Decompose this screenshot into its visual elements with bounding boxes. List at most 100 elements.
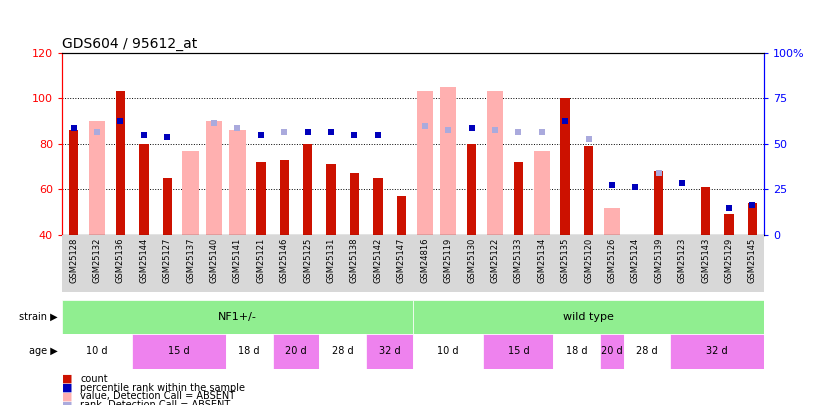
Bar — [396, 196, 406, 235]
Bar — [296, 235, 320, 292]
Bar — [460, 235, 483, 292]
Bar — [671, 334, 764, 369]
Text: GSM25125: GSM25125 — [303, 238, 312, 283]
Text: GSM25128: GSM25128 — [69, 238, 78, 283]
Text: 32 d: 32 d — [706, 346, 728, 356]
Text: GSM25124: GSM25124 — [631, 238, 640, 283]
Text: 32 d: 32 d — [379, 346, 401, 356]
Bar — [326, 164, 335, 235]
Bar — [553, 334, 601, 369]
Bar — [163, 178, 172, 235]
Text: GSM25135: GSM25135 — [561, 238, 570, 283]
Bar — [514, 162, 523, 235]
Text: GSM24816: GSM24816 — [420, 238, 430, 283]
Text: value, Detection Call = ABSENT: value, Detection Call = ABSENT — [80, 392, 235, 401]
Bar — [741, 235, 764, 292]
Text: GSM25119: GSM25119 — [444, 238, 453, 283]
Text: GSM25137: GSM25137 — [186, 238, 195, 283]
Bar — [416, 92, 433, 235]
Text: 28 d: 28 d — [636, 346, 657, 356]
Text: GSM25126: GSM25126 — [607, 238, 616, 283]
Bar — [85, 235, 109, 292]
Text: ■: ■ — [62, 374, 73, 384]
Bar — [724, 214, 733, 235]
Bar — [273, 334, 320, 369]
Bar — [89, 121, 105, 235]
Text: GSM25143: GSM25143 — [701, 238, 710, 283]
Bar — [390, 235, 413, 292]
Bar — [303, 144, 312, 235]
Text: GSM25145: GSM25145 — [748, 238, 757, 283]
Text: GSM25144: GSM25144 — [140, 238, 149, 283]
Bar — [601, 235, 624, 292]
Text: GSM25141: GSM25141 — [233, 238, 242, 283]
Bar — [155, 235, 179, 292]
Bar — [202, 235, 225, 292]
Text: GSM25130: GSM25130 — [467, 238, 476, 283]
Bar — [601, 334, 624, 369]
Bar — [717, 235, 741, 292]
Bar — [132, 334, 225, 369]
Text: rank, Detection Call = ABSENT: rank, Detection Call = ABSENT — [80, 401, 230, 405]
Text: GSM25132: GSM25132 — [93, 238, 102, 283]
Bar — [467, 144, 476, 235]
Bar — [553, 235, 577, 292]
Text: GSM25122: GSM25122 — [491, 238, 500, 283]
Bar — [225, 235, 249, 292]
Bar — [487, 92, 503, 235]
Bar — [413, 300, 764, 334]
Text: wild type: wild type — [563, 312, 614, 322]
Bar — [694, 235, 717, 292]
Bar — [179, 235, 202, 292]
Bar — [273, 235, 296, 292]
Text: GSM25133: GSM25133 — [514, 238, 523, 283]
Bar — [350, 173, 359, 235]
Bar — [584, 146, 593, 235]
Bar — [62, 235, 85, 292]
Bar — [116, 92, 126, 235]
Bar — [483, 235, 506, 292]
Text: GSM25138: GSM25138 — [350, 238, 359, 283]
Text: GSM25136: GSM25136 — [116, 238, 125, 283]
Bar — [413, 334, 483, 369]
Bar — [183, 151, 199, 235]
Bar — [647, 235, 671, 292]
Text: ■: ■ — [62, 383, 73, 392]
Bar — [373, 178, 382, 235]
Bar — [671, 235, 694, 292]
Bar — [700, 187, 710, 235]
Text: GSM25146: GSM25146 — [280, 238, 289, 283]
Text: 15 d: 15 d — [169, 346, 190, 356]
Bar — [139, 144, 149, 235]
Text: GSM25131: GSM25131 — [326, 238, 335, 283]
Bar — [69, 130, 78, 235]
Bar — [279, 160, 289, 235]
Text: GSM25147: GSM25147 — [396, 238, 406, 283]
Bar — [530, 235, 553, 292]
Text: 10 d: 10 d — [86, 346, 108, 356]
Bar — [206, 121, 222, 235]
Text: 28 d: 28 d — [332, 346, 354, 356]
Bar — [561, 98, 570, 235]
Text: GSM25142: GSM25142 — [373, 238, 382, 283]
Text: percentile rank within the sample: percentile rank within the sample — [80, 383, 245, 392]
Bar — [654, 171, 663, 235]
Bar — [624, 334, 671, 369]
Bar — [534, 151, 550, 235]
Bar — [230, 130, 245, 235]
Bar — [604, 207, 620, 235]
Bar — [109, 235, 132, 292]
Bar — [320, 334, 366, 369]
Text: 15 d: 15 d — [507, 346, 529, 356]
Text: 18 d: 18 d — [566, 346, 587, 356]
Text: GSM25139: GSM25139 — [654, 238, 663, 283]
Text: GSM25134: GSM25134 — [537, 238, 546, 283]
Text: NF1+/-: NF1+/- — [218, 312, 257, 322]
Text: GSM25140: GSM25140 — [210, 238, 219, 283]
Text: GSM25129: GSM25129 — [724, 238, 733, 283]
Bar — [132, 235, 155, 292]
Bar — [440, 87, 456, 235]
Bar — [366, 334, 413, 369]
Text: GSM25121: GSM25121 — [256, 238, 265, 283]
Text: GSM25127: GSM25127 — [163, 238, 172, 283]
